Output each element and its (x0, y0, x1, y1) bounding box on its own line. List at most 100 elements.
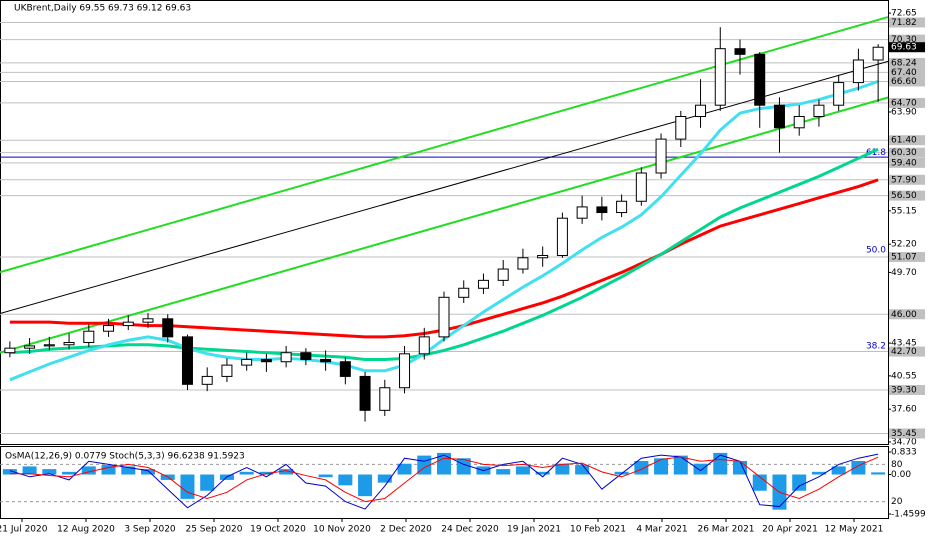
level-label: 39.30 (891, 385, 917, 395)
level-box (889, 428, 925, 439)
candle-body (103, 325, 115, 332)
level-box (889, 76, 925, 87)
candle-body (458, 287, 470, 298)
y-tick-label: 63.90 (891, 107, 917, 117)
fib-label: 50.0 (866, 245, 886, 255)
candle-body (142, 318, 154, 323)
y-tick-label: 34.70 (891, 437, 917, 447)
osma-bar (654, 458, 669, 475)
candle-body (537, 254, 549, 259)
stoch-main (9, 453, 879, 510)
candle-body (418, 336, 430, 355)
level-label: 46.00 (891, 310, 917, 320)
level-label: 56.50 (891, 191, 917, 201)
x-tick-label: 2 Dec 2020 (380, 525, 432, 535)
stoch-tick-label: 80 (891, 460, 903, 470)
oscillator-title: OsMA(12,26,9) 0.0779 Stoch(5,3,3) 96.623… (5, 452, 245, 462)
y-tick-label: 37.60 (891, 405, 917, 415)
x-tick-label: 10 Feb 2021 (570, 525, 626, 535)
osma-bar (42, 469, 57, 475)
osma-bar (575, 465, 590, 475)
level-label: 66.60 (891, 77, 917, 87)
osma-bar (338, 474, 353, 486)
level-box (889, 309, 925, 320)
osma-bar (673, 455, 688, 475)
level-label: 59.40 (891, 158, 917, 168)
x-tick-label: 10 Nov 2020 (313, 525, 371, 535)
moving-average (9, 147, 879, 361)
level-label: 60.30 (891, 148, 917, 158)
osma-bar (141, 469, 155, 475)
candle-body (162, 318, 174, 338)
candle-body (596, 206, 608, 214)
x-tick-label: 4 Mar 2021 (636, 525, 687, 535)
level-box (889, 147, 925, 158)
trendline (0, 60, 889, 314)
candle-body (320, 358, 332, 363)
x-tick-label: 20 Apr 2021 (762, 525, 818, 535)
osma-bar (871, 472, 886, 475)
current-price-box (889, 42, 925, 53)
candle-body (556, 217, 568, 256)
candle-body (852, 59, 864, 84)
candle-body (497, 268, 509, 281)
level-label: 71.82 (891, 18, 917, 28)
osma-bar (121, 466, 136, 475)
price-pane (0, 0, 889, 445)
osma-bar (693, 463, 708, 475)
osma-bar (239, 471, 254, 475)
x-tick-label: 24 Dec 2020 (441, 525, 499, 535)
level-label: 61.40 (891, 136, 917, 146)
osma-bar (535, 471, 550, 475)
level-label: 35.45 (891, 429, 917, 439)
osma-bar (279, 469, 294, 475)
x-tick-label: 25 Sep 2020 (185, 525, 242, 535)
osma-tick-label: 0.00 (891, 470, 911, 480)
osma-bar (318, 474, 333, 478)
candle-body (813, 104, 825, 117)
level-box (889, 384, 925, 395)
level-box (889, 157, 925, 168)
candle-body (221, 364, 233, 377)
stoch-signal (9, 456, 879, 503)
chart-title: UKBrent,Daily 69.55 69.73 69.12 69.63 (14, 4, 191, 14)
current-price-label: 69.63 (891, 43, 917, 53)
stoch-tick-label: 20 (891, 497, 903, 507)
osma-bar (515, 466, 530, 475)
level-label: 68.24 (891, 58, 917, 68)
level-box (889, 346, 925, 357)
candle-body (379, 387, 391, 411)
level-label: 51.07 (891, 252, 917, 262)
level-label: 70.30 (891, 35, 917, 45)
candle-body (260, 358, 272, 363)
fib-label: 61.8 (866, 148, 886, 158)
candle-body (63, 342, 75, 346)
x-tick-label: 26 Mar 2021 (697, 525, 754, 535)
x-tick-label: 12 May 2021 (825, 525, 884, 535)
y-tick-label: 55.15 (891, 206, 917, 216)
level-box (889, 57, 925, 68)
candle-body (734, 48, 746, 55)
osma-bar (200, 474, 215, 491)
candle-body (714, 48, 726, 106)
candle-body (181, 336, 193, 385)
y-tick-label: 43.45 (891, 339, 917, 349)
osma-bar (634, 461, 649, 475)
candle-body (201, 375, 213, 385)
osma-bar (81, 466, 96, 475)
osma-bar (811, 471, 826, 475)
candle-body (576, 206, 588, 219)
candle-body (695, 104, 707, 117)
level-box (889, 174, 925, 185)
candle-body (241, 358, 253, 366)
level-label: 42.70 (891, 347, 917, 357)
y-tick-label: 72.65 (891, 9, 917, 19)
candle-body (833, 82, 845, 106)
y-tick-label: 40.55 (891, 371, 917, 381)
osma-bar (831, 466, 846, 475)
candle-body (477, 279, 489, 289)
candle-body (122, 321, 134, 327)
level-label: 57.90 (891, 175, 917, 185)
x-tick-label: 19 Oct 2020 (250, 525, 306, 535)
oscillator-pane (0, 446, 889, 519)
